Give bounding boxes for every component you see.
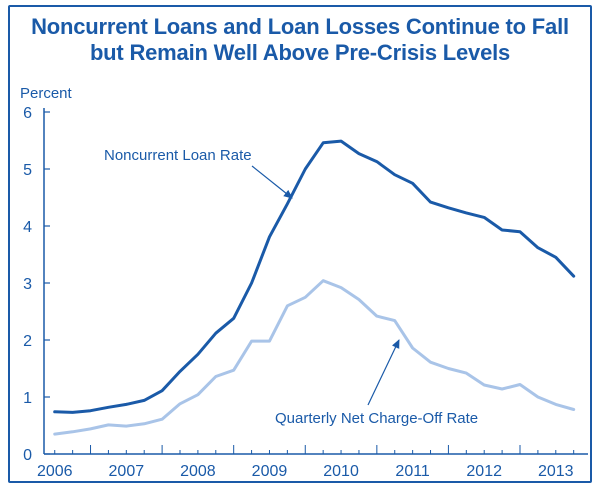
x-tick-label: 2012: [466, 463, 502, 480]
x-tick-label: 2010: [323, 463, 359, 480]
chart-title-line-1: Noncurrent Loans and Loan Losses Continu…: [31, 14, 569, 39]
noncurrent-loan-rate-arrow: [251, 165, 293, 199]
chart-frame: [8, 5, 592, 483]
y-tick-label: 1: [23, 390, 32, 407]
series-layer: [53, 139, 576, 436]
y-tick-label: 2: [23, 333, 32, 350]
y-tick-label: 0: [23, 447, 32, 464]
annotation-layer: Noncurrent Loan Rate Quarterly Net Charge…: [104, 147, 478, 427]
noncurrent-loan-rate-label: Noncurrent Loan Rate: [104, 147, 252, 164]
x-tick-label: 2006: [37, 463, 73, 480]
noncurrent-loan-rate-line: [53, 139, 576, 414]
x-tick-label: 2013: [538, 463, 574, 480]
net-charge-off-rate-label: Quarterly Net Charge-Off Rate: [275, 410, 478, 427]
x-tick-label: 2009: [252, 463, 288, 480]
y-axis-label: Percent: [20, 85, 73, 102]
chart-title: Noncurrent Loans and Loan Losses Continu…: [0, 14, 600, 66]
x-tick-label: 2007: [109, 463, 145, 480]
y-tick-label: 6: [23, 105, 32, 122]
chart-title-line-2: but Remain Well Above Pre-Crisis Levels: [89, 40, 511, 65]
x-tick-label: 2011: [395, 463, 430, 480]
y-tick-label: 4: [23, 219, 32, 236]
y-tick-label: 5: [23, 162, 32, 179]
net-charge-off-rate-line: [53, 279, 576, 436]
axes: 0 1 2 3 4 5 6 2006 2007 2008 2009 2010 2011 2012 2013: [23, 105, 588, 480]
net-charge-off-rate-arrow: [367, 339, 400, 406]
y-tick-label: 3: [23, 276, 32, 293]
x-tick-label: 2008: [180, 463, 216, 480]
